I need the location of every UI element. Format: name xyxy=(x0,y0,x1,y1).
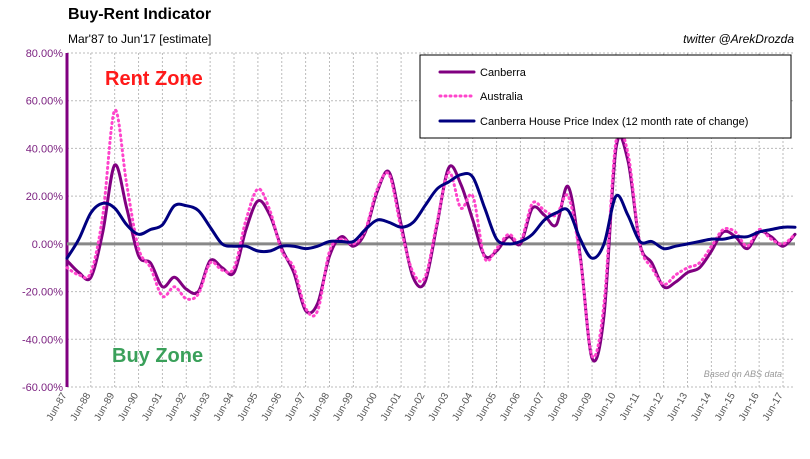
x-tick-label: Jun-10 xyxy=(594,391,619,423)
y-axis-ticks: 80.00% 60.00% 40.00% 20.00% 0.00% -20.00% -40.… xyxy=(22,48,63,394)
y-tick-label: 60.00% xyxy=(26,96,64,108)
y-tick-label: 40.00% xyxy=(26,143,64,155)
x-tick-label: Jun-03 xyxy=(427,391,452,423)
legend-label-canberra: Canberra xyxy=(480,67,527,79)
x-tick-label: Jun-16 xyxy=(737,391,762,423)
y-tick-label: 80.00% xyxy=(26,48,64,60)
x-tick-label: Jun-97 xyxy=(283,391,308,423)
x-tick-label: Jun-99 xyxy=(331,391,356,423)
x-tick-label: Jun-13 xyxy=(665,391,690,423)
legend-box xyxy=(419,54,792,139)
buy-zone-label: Buy Zone xyxy=(112,345,203,367)
x-tick-label: Jun-04 xyxy=(450,391,475,423)
legend-label-australia: Australia xyxy=(480,91,524,103)
x-tick-label: Jun-00 xyxy=(355,391,380,423)
x-tick-label: Jun-15 xyxy=(713,391,738,423)
y-tick-label: 0.00% xyxy=(32,239,63,251)
x-tick-label: Jun-92 xyxy=(164,391,189,423)
x-tick-label: Jun-94 xyxy=(212,391,237,423)
x-tick-label: Jun-09 xyxy=(570,391,595,423)
x-tick-label: Jun-07 xyxy=(522,391,547,423)
x-tick-label: Jun-90 xyxy=(116,391,141,423)
x-tick-label: Jun-06 xyxy=(498,391,523,423)
source-note: Based on ABS data xyxy=(704,369,782,379)
x-tick-label: Jun-08 xyxy=(546,391,571,423)
x-tick-label: Jun-96 xyxy=(260,391,285,423)
x-tick-label: Jun-88 xyxy=(69,391,94,423)
x-tick-label: Jun-93 xyxy=(188,391,213,423)
x-tick-label: Jun-11 xyxy=(618,391,643,423)
series-line-price-index xyxy=(65,172,797,260)
twitter-credit: twitter @ArekDrozda xyxy=(683,32,794,46)
y-tick-label: -20.00% xyxy=(22,287,63,299)
x-tick-label: Jun-98 xyxy=(307,391,332,423)
x-axis-ticks: Jun-87 Jun-88 Jun-89 Jun-90 Jun-91 Jun-92 Jun-… xyxy=(45,391,786,423)
x-tick-label: Jun-91 xyxy=(140,391,165,423)
x-tick-label: Jun-05 xyxy=(474,391,499,423)
legend: Canberra Australia Canberra House Price … xyxy=(419,54,792,139)
x-tick-label: Jun-87 xyxy=(45,391,70,423)
legend-label-price-index: Canberra House Price Index (12 month rat… xyxy=(480,116,748,128)
y-tick-label: 20.00% xyxy=(26,191,64,203)
x-tick-label: Jun-17 xyxy=(761,391,786,423)
y-tick-label: -40.00% xyxy=(22,334,63,346)
rent-zone-label: Rent Zone xyxy=(105,68,203,90)
x-tick-label: Jun-14 xyxy=(689,391,714,423)
x-tick-label: Jun-89 xyxy=(92,391,117,423)
series-line-australia xyxy=(65,108,797,359)
series-lines xyxy=(65,108,797,363)
x-tick-label: Jun-12 xyxy=(641,391,666,423)
chart-title: Buy-Rent Indicator xyxy=(68,6,212,23)
x-tick-label: Jun-02 xyxy=(403,391,428,423)
x-tick-label: Jun-01 xyxy=(379,391,404,423)
chart-subtitle: Mar'87 to Jun'17 [estimate] xyxy=(68,32,212,46)
x-tick-label: Jun-95 xyxy=(236,391,261,423)
y-tick-label: -60.00% xyxy=(22,382,63,394)
